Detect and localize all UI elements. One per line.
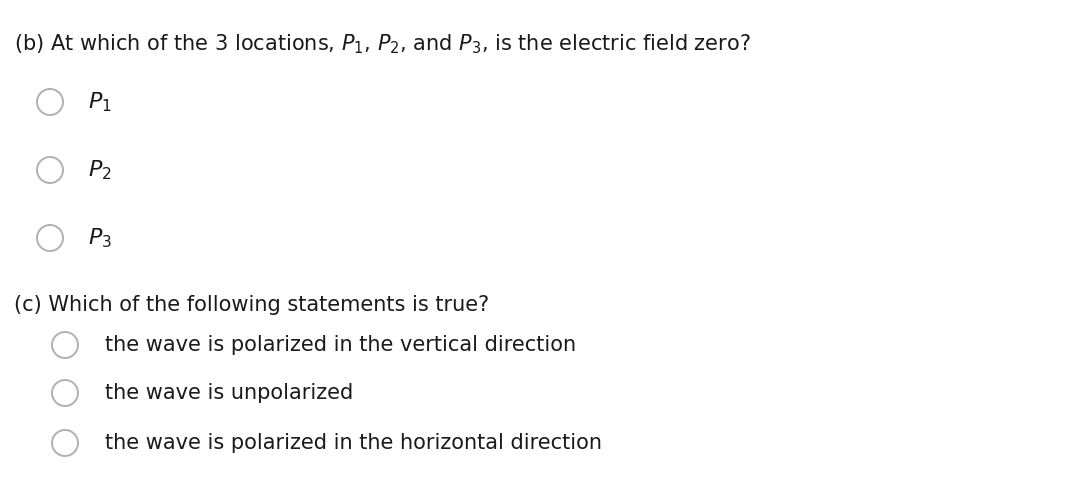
Text: (c) Which of the following statements is true?: (c) Which of the following statements is… [14, 295, 490, 315]
Text: (b) At which of the 3 locations, $P_1$, $P_2$, and $P_3$, is the electric field : (b) At which of the 3 locations, $P_1$, … [14, 32, 750, 56]
Text: $P_1$: $P_1$ [88, 90, 112, 114]
Text: the wave is polarized in the vertical direction: the wave is polarized in the vertical di… [105, 335, 577, 355]
Text: $P_2$: $P_2$ [88, 158, 112, 182]
Text: the wave is polarized in the horizontal direction: the wave is polarized in the horizontal … [105, 433, 602, 453]
Text: the wave is unpolarized: the wave is unpolarized [105, 383, 353, 403]
Text: $P_3$: $P_3$ [88, 226, 112, 250]
